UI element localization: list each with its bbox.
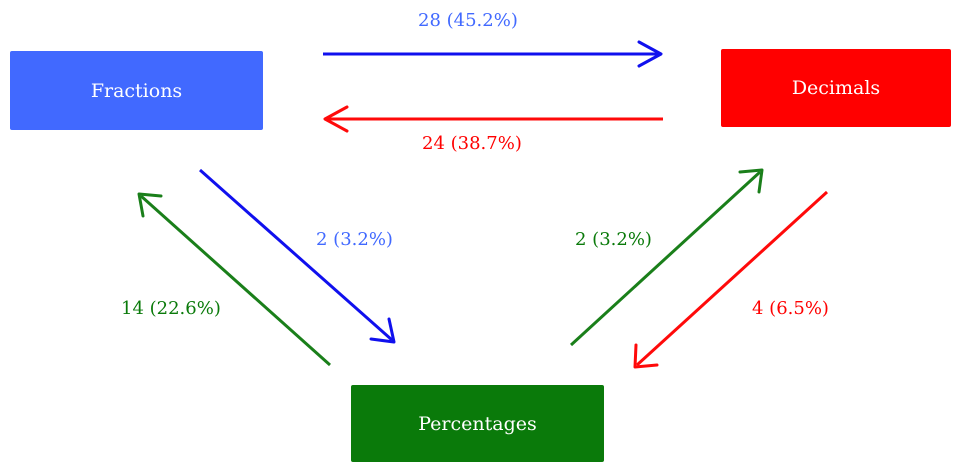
node-decimals: Decimals bbox=[721, 49, 951, 127]
edge-label-percentages-to-fractions: 14 (22.6%) bbox=[121, 298, 221, 319]
edge-label-decimals-to-percentages: 4 (6.5%) bbox=[752, 298, 829, 319]
node-decimals-label: Decimals bbox=[791, 77, 881, 99]
node-fractions: Fractions bbox=[10, 51, 263, 130]
node-fractions-label: Fractions bbox=[90, 79, 183, 102]
arrow-fractions-to-percentages bbox=[199, 168, 396, 344]
edge-label-percentages-to-decimals: 2 (3.2%) bbox=[575, 229, 652, 250]
arrow-decimals-to-percentages bbox=[633, 190, 829, 369]
arrow-percentages-to-fractions bbox=[137, 192, 331, 367]
edge-label-decimals-to-fractions: 24 (38.7%) bbox=[422, 133, 522, 154]
arrow-percentages-to-decimals bbox=[569, 168, 764, 347]
arrow-fractions-to-decimals bbox=[323, 40, 663, 68]
node-percentages-label: Percentages bbox=[418, 412, 537, 435]
edge-label-fractions-to-decimals: 28 (45.2%) bbox=[418, 10, 518, 31]
node-percentages: Percentages bbox=[351, 385, 604, 462]
edge-label-fractions-to-percentages: 2 (3.2%) bbox=[316, 229, 393, 250]
arrow-decimals-to-fractions bbox=[323, 105, 663, 133]
